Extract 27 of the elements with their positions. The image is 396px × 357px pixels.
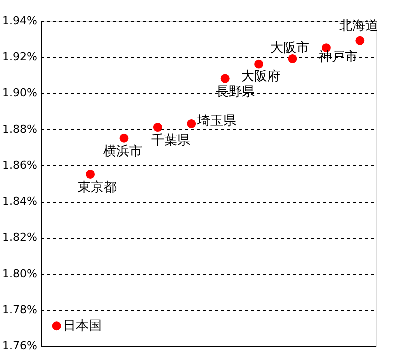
annotation: 横浜市: [104, 144, 143, 160]
y-tick-label: 1.92%: [2, 50, 38, 64]
point: [86, 170, 96, 179]
point: [356, 36, 365, 46]
annotation: 東京都: [78, 180, 118, 196]
y-tick-label: 1.84%: [2, 195, 38, 208]
y-tick-label: 1.76%: [2, 340, 38, 352]
annotation: 長野県: [216, 84, 255, 100]
annotation: 大阪府: [242, 68, 281, 84]
annotation: 千葉県: [151, 134, 190, 149]
y-tick-label: 1.94%: [2, 14, 38, 28]
point: [254, 60, 264, 69]
y-tick-label: 1.88%: [2, 122, 38, 136]
y-tick-label: 1.90%: [2, 86, 38, 100]
annotation: 日本国: [62, 319, 102, 334]
y-tick-label: 1.78%: [2, 303, 38, 316]
point: [52, 322, 62, 331]
point: [187, 119, 196, 128]
point: [288, 54, 298, 64]
annotation: 大阪市: [270, 40, 310, 56]
point: [153, 123, 162, 132]
y-tick-label: 1.80%: [2, 267, 38, 280]
y-tick-label: 1.86%: [2, 158, 38, 172]
annotation: 埼玉県: [196, 114, 237, 129]
y-tick-label: 1.82%: [2, 231, 38, 244]
point: [220, 74, 230, 84]
point: [120, 134, 129, 143]
